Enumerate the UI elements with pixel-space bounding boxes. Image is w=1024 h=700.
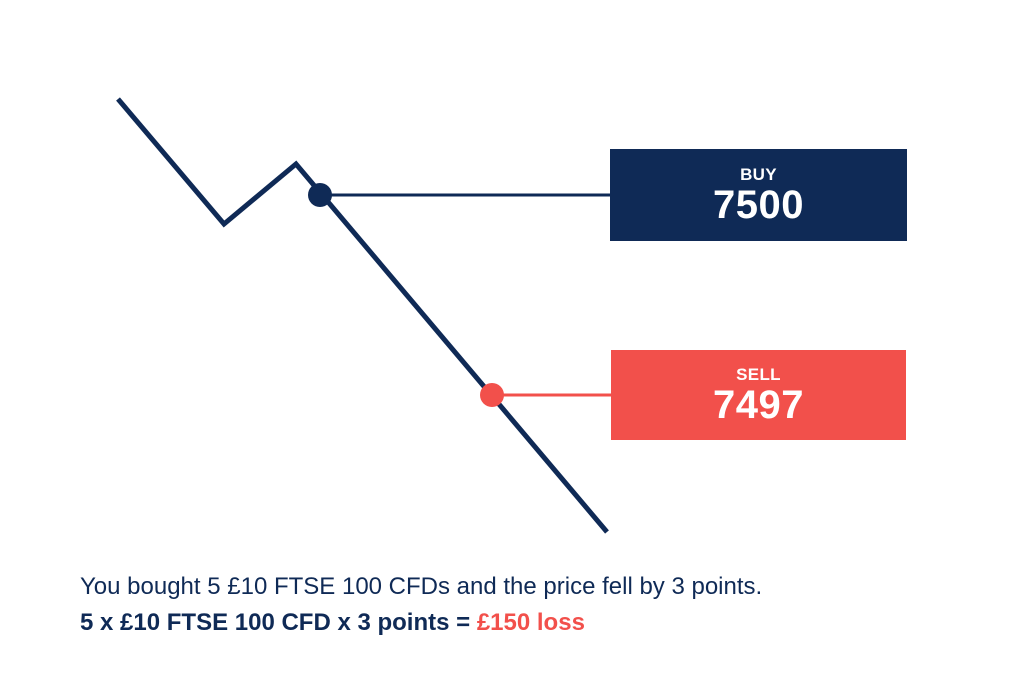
caption: You bought 5 £10 FTSE 100 CFDs and the p…: [80, 571, 980, 639]
price-line: [116, 97, 609, 534]
sell-price-value: 7497: [713, 382, 804, 427]
buy-price-value: 7500: [713, 182, 804, 227]
caption-calculation: 5 x £10 FTSE 100 CFD x 3 points = £150 l…: [80, 607, 980, 639]
buy-point-marker: [308, 183, 332, 207]
sell-label: SELL: [736, 364, 781, 384]
sell-price-box: SELL 7497: [611, 350, 906, 440]
buy-label: BUY: [740, 164, 777, 184]
loss-result: £150 loss: [476, 609, 585, 636]
buy-price-box: BUY 7500: [610, 149, 907, 241]
loss-formula: 5 x £10 FTSE 100 CFD x 3 points =: [80, 609, 477, 636]
sell-point-marker: [480, 383, 504, 407]
caption-description: You bought 5 £10 FTSE 100 CFDs and the p…: [80, 573, 763, 600]
